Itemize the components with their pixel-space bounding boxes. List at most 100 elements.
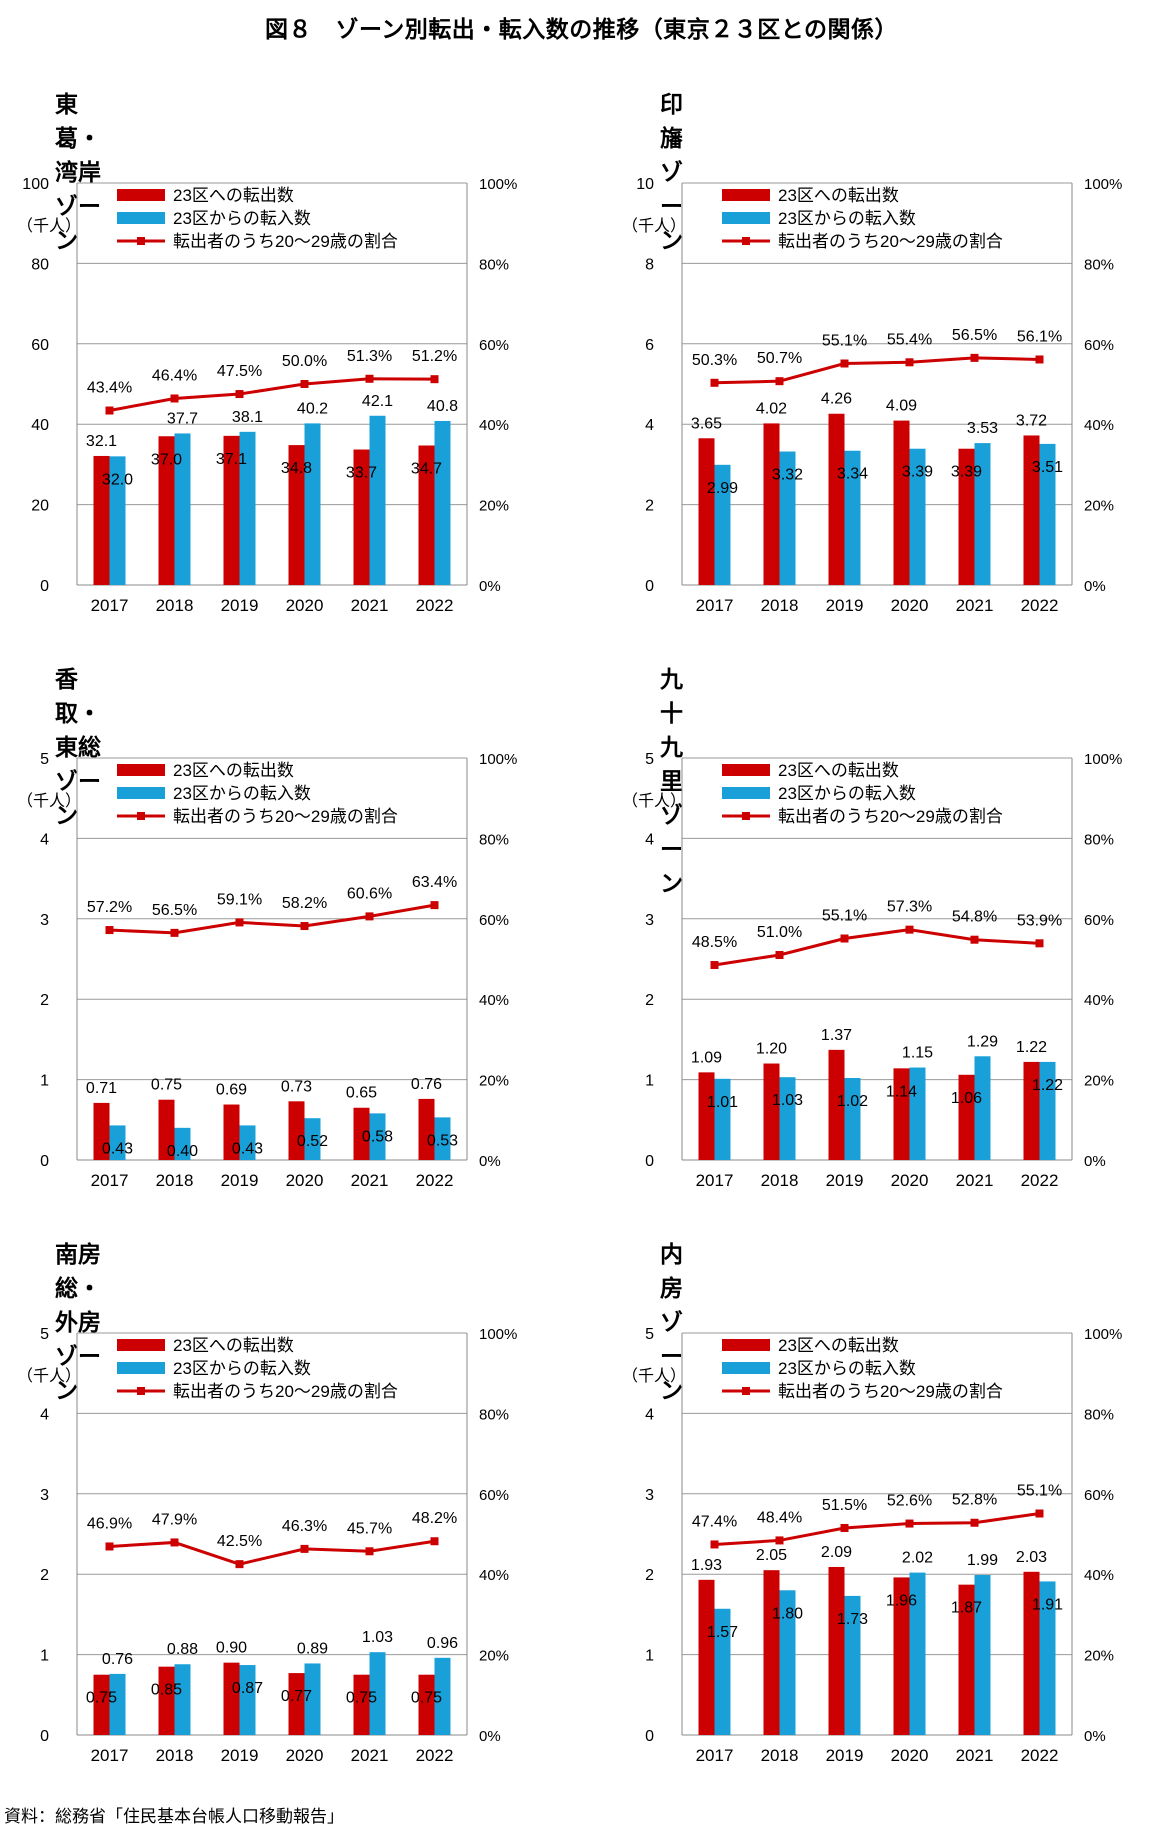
bar-outflow [698, 1072, 715, 1160]
unit-label: （千人） [622, 792, 686, 810]
y-tick-label: 0 [645, 578, 654, 595]
y2-tick-label: 0% [479, 1728, 501, 1745]
line-marker [365, 912, 374, 921]
bar-outflow [353, 1674, 370, 1735]
y-tick-label: 100 [22, 176, 49, 193]
data-label-inflow: 1.80 [772, 1605, 803, 1622]
data-label-share: 47.4% [692, 1513, 737, 1530]
y-tick-label: 2 [645, 498, 654, 515]
line-marker [300, 1544, 309, 1553]
data-label-outflow: 0.77 [281, 1688, 312, 1705]
data-label-outflow: 0.90 [216, 1640, 247, 1657]
y2-tick-label: 100% [479, 176, 517, 193]
line-marker [105, 926, 114, 935]
bar-inflow [304, 423, 321, 585]
bar-outflow [763, 1063, 780, 1160]
line-marker [365, 374, 374, 383]
bar-inflow [369, 1652, 386, 1735]
y2-tick-label: 20% [479, 498, 509, 515]
bar-inflow [974, 443, 991, 585]
chart-title: 内房ゾーン [660, 1241, 683, 1403]
chart-svg: 0 0% 1 20% 2 40% 3 60% 4 80% 5 100% （千人） 2017 2018 2019… [17, 751, 517, 1190]
data-label-share: 50.3% [692, 352, 737, 369]
x-tick-label: 2019 [826, 596, 864, 615]
bar-outflow [223, 435, 240, 585]
x-tick-label: 2019 [826, 1746, 864, 1765]
line-marker [710, 378, 719, 387]
data-label-share: 54.8% [952, 909, 997, 926]
y-tick-label: 1 [645, 1073, 654, 1090]
data-label-inflow: 38.1 [232, 409, 263, 426]
y2-tick-label: 20% [1084, 498, 1114, 515]
data-label-share: 56.1% [1017, 328, 1062, 345]
y2-tick-label: 20% [479, 1073, 509, 1090]
x-tick-label: 2017 [91, 1746, 129, 1765]
data-label-inflow: 3.34 [837, 466, 868, 483]
bar-outflow [288, 1673, 305, 1735]
data-label-share: 59.1% [217, 891, 262, 908]
line-marker [775, 377, 784, 386]
legend-label: 23区からの転入数 [173, 784, 311, 803]
bar-outflow [418, 445, 435, 585]
bar-inflow [974, 1575, 991, 1735]
bar-inflow [109, 1125, 126, 1160]
bar-inflow [434, 1657, 451, 1735]
line-share-series [714, 356, 1040, 385]
legend-label: 23区からの転入数 [778, 1359, 916, 1378]
y2-tick-label: 60% [1084, 337, 1114, 354]
data-label-inflow: 3.32 [772, 467, 803, 484]
y-tick-label: 1 [40, 1648, 49, 1665]
bar-inflow [109, 456, 126, 585]
x-tick-label: 2020 [891, 1171, 929, 1190]
data-label-outflow: 1.09 [691, 1049, 722, 1066]
data-label-share: 55.1% [1017, 1482, 1062, 1499]
legend-label: 23区からの転入数 [778, 784, 916, 803]
data-label-inflow: 3.51 [1032, 459, 1063, 476]
chart-title: 香取・東総ゾーン [55, 666, 101, 828]
y2-tick-label: 100% [1084, 1326, 1122, 1343]
y-tick-label: 10 [636, 176, 654, 193]
bar-outflow [223, 1662, 240, 1735]
data-label-outflow: 1.22 [1016, 1039, 1047, 1056]
data-label-share: 43.4% [87, 380, 132, 397]
y2-tick-label: 60% [479, 912, 509, 929]
line-marker [235, 918, 244, 927]
x-tick-label: 2021 [351, 1171, 389, 1190]
legend-swatch-share-marker [137, 812, 145, 820]
y2-tick-label: 80% [1084, 831, 1114, 848]
data-label-share: 52.6% [887, 1493, 932, 1510]
y2-tick-label: 80% [479, 256, 509, 273]
bar-outflow [958, 1584, 975, 1735]
data-label-inflow: 0.43 [232, 1140, 263, 1157]
legend-swatch-outflow [117, 189, 165, 201]
data-label-outflow: 4.09 [886, 398, 917, 415]
x-tick-label: 2021 [351, 1746, 389, 1765]
y-tick-label: 0 [40, 1728, 49, 1745]
chart-title: 九十九里ゾーン [660, 666, 683, 896]
legend-swatch-share-marker [742, 237, 750, 245]
y2-tick-label: 60% [479, 1487, 509, 1504]
data-label-outflow: 1.20 [756, 1041, 787, 1058]
y-tick-label: 0 [40, 578, 49, 595]
legend-label: 23区への転出数 [173, 186, 294, 205]
line-marker [300, 380, 309, 388]
legend-swatch-outflow [722, 764, 770, 776]
x-tick-label: 2018 [156, 1746, 194, 1765]
line-marker [1035, 355, 1044, 364]
bar-inflow [844, 1077, 861, 1160]
data-label-share: 46.3% [282, 1518, 327, 1535]
data-label-share: 48.4% [757, 1509, 802, 1526]
y2-tick-label: 40% [1084, 417, 1114, 434]
data-label-inflow: 1.73 [837, 1611, 868, 1628]
y-tick-label: 0 [645, 1728, 654, 1745]
y-tick-label: 4 [40, 831, 49, 848]
y2-tick-label: 60% [1084, 1487, 1114, 1504]
y-tick-label: 60 [31, 337, 49, 354]
line-marker [1035, 939, 1044, 948]
data-label-share: 56.5% [152, 902, 197, 919]
x-tick-label: 2018 [156, 1171, 194, 1190]
legend-swatch-inflow [722, 787, 770, 799]
data-label-share: 42.5% [217, 1533, 262, 1550]
x-tick-label: 2018 [761, 596, 799, 615]
